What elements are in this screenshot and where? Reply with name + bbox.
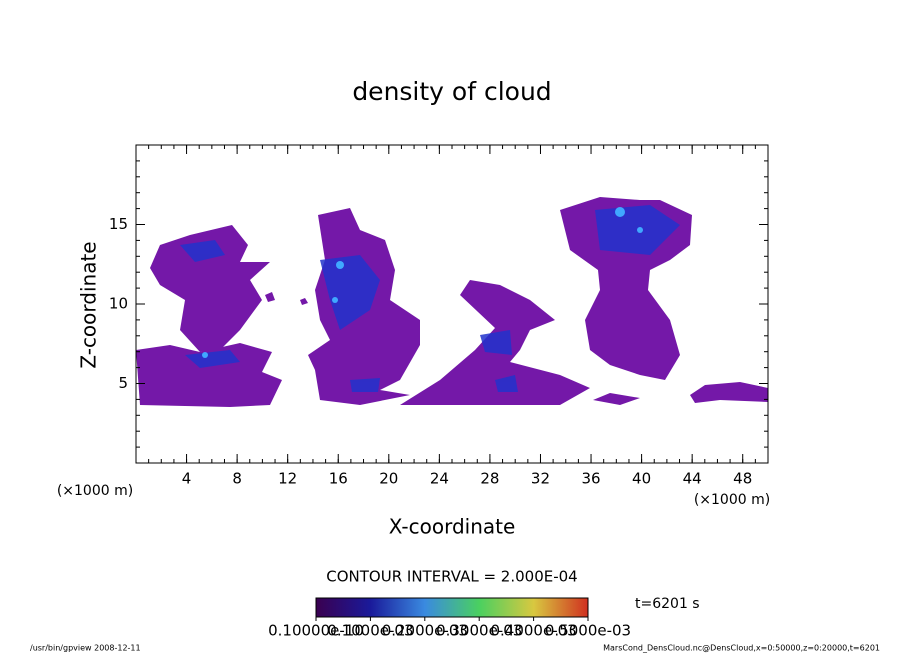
x-tick-label: 40 — [632, 470, 651, 488]
footer-right: MarsCond_DensCloud.nc@DensCloud,x=0:5000… — [603, 644, 880, 653]
x-axis-label: X-coordinate — [389, 515, 516, 539]
x-tick-label: 36 — [581, 470, 600, 488]
colorbar-tick-label: 0.1000e-03 — [327, 622, 413, 640]
x-tick-label: 28 — [480, 470, 499, 488]
x-tick-label: 12 — [278, 470, 297, 488]
x-tick-label: 24 — [430, 470, 449, 488]
x-tick-label: 44 — [683, 470, 702, 488]
colorbar-tick-label: 0.4000e-03 — [490, 622, 576, 640]
y-axis-label: Z-coordinate — [77, 241, 101, 368]
x-unit: (×1000 m) — [694, 492, 770, 508]
y-tick-label: 5 — [118, 374, 128, 392]
x-tick-label: 20 — [379, 470, 398, 488]
colorbar-tick-label: 0.5000e-03 — [545, 622, 631, 640]
colorbar — [315, 597, 589, 618]
axes: 4 8 12 16 20 24 28 32 36 40 44 48510150.10000e-100.… — [109, 144, 769, 640]
contour-interval: CONTOUR INTERVAL = 2.000E-04 — [326, 568, 577, 586]
y-unit: (×1000 m) — [57, 483, 133, 499]
x-tick-label: 4 — [182, 470, 192, 488]
footer-left: /usr/bin/gpview 2008-12-11 — [30, 644, 141, 653]
time-label: t=6201 s — [635, 596, 700, 612]
y-tick-label: 15 — [109, 215, 128, 233]
colorbar-tick-label: 0.2000e-03 — [382, 622, 468, 640]
chart-title: density of cloud — [352, 77, 551, 106]
colorbar-tick-label: 0.10000e-10 — [268, 622, 364, 640]
x-tick-label: 32 — [531, 470, 550, 488]
cloud-peak — [202, 207, 643, 358]
colorbar-tick-label: 0.3000e-03 — [436, 622, 522, 640]
y-tick-label: 10 — [109, 295, 128, 313]
x-tick-label: 48 — [733, 470, 752, 488]
x-tick-label: 16 — [329, 470, 348, 488]
x-tick-label: 8 — [232, 470, 242, 488]
